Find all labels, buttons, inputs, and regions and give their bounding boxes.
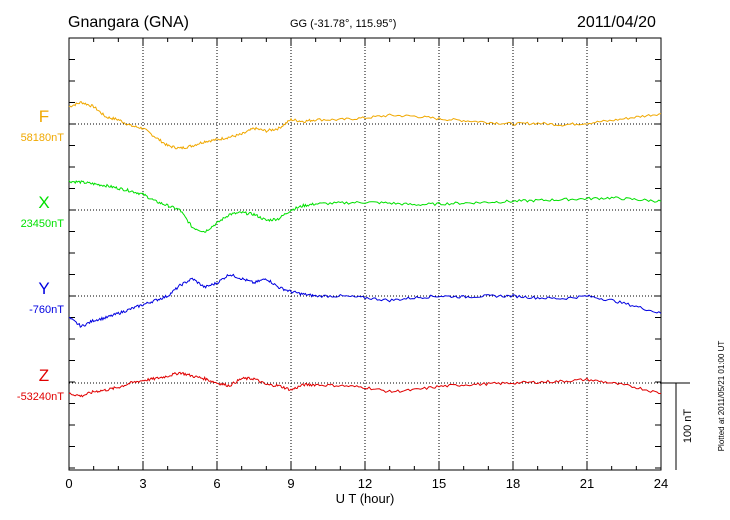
trace-x (68, 180, 662, 233)
trace-y (68, 273, 662, 328)
axis-ticks: 0 3 6 9 12 15 18 21 24 (65, 38, 668, 491)
x-axis-label: U T (hour) (336, 491, 395, 506)
x-tick-label: 0 (65, 476, 72, 491)
x-tick-label: 24 (654, 476, 668, 491)
series-name-z: Z (39, 366, 49, 385)
baseline-value-x: 23450nT (21, 218, 65, 230)
plotted-note: Plotted at 2011/05/21 01:00 UT (717, 341, 726, 452)
date-label: 2011/04/20 (577, 14, 656, 31)
trace-f (68, 101, 662, 150)
x-tick-label: 15 (432, 476, 446, 491)
baseline-value-z: -53240nT (17, 391, 64, 403)
x-tick-label: 9 (287, 476, 294, 491)
grid-lines (69, 38, 661, 470)
x-tick-label: 12 (358, 476, 372, 491)
x-tick-label: 3 (139, 476, 146, 491)
trace-z (68, 371, 662, 398)
series-name-x: X (38, 193, 49, 212)
series-name-f: F (39, 107, 49, 126)
series-labels: F 58180nT X 23450nT Y -760nT Z -53240nT (17, 107, 64, 403)
baseline-value-y: -760nT (29, 304, 64, 316)
traces (68, 101, 662, 398)
scale-bar-label: 100 nT (682, 409, 694, 444)
series-name-y: Y (38, 279, 49, 298)
station-title: Gnangara (GNA) (68, 14, 189, 31)
x-tick-label: 6 (213, 476, 220, 491)
x-tick-label: 18 (506, 476, 520, 491)
station-coords: GG (-31.78°, 115.95°) (290, 18, 396, 30)
baseline-value-f: 58180nT (21, 132, 65, 144)
x-tick-label: 21 (580, 476, 594, 491)
